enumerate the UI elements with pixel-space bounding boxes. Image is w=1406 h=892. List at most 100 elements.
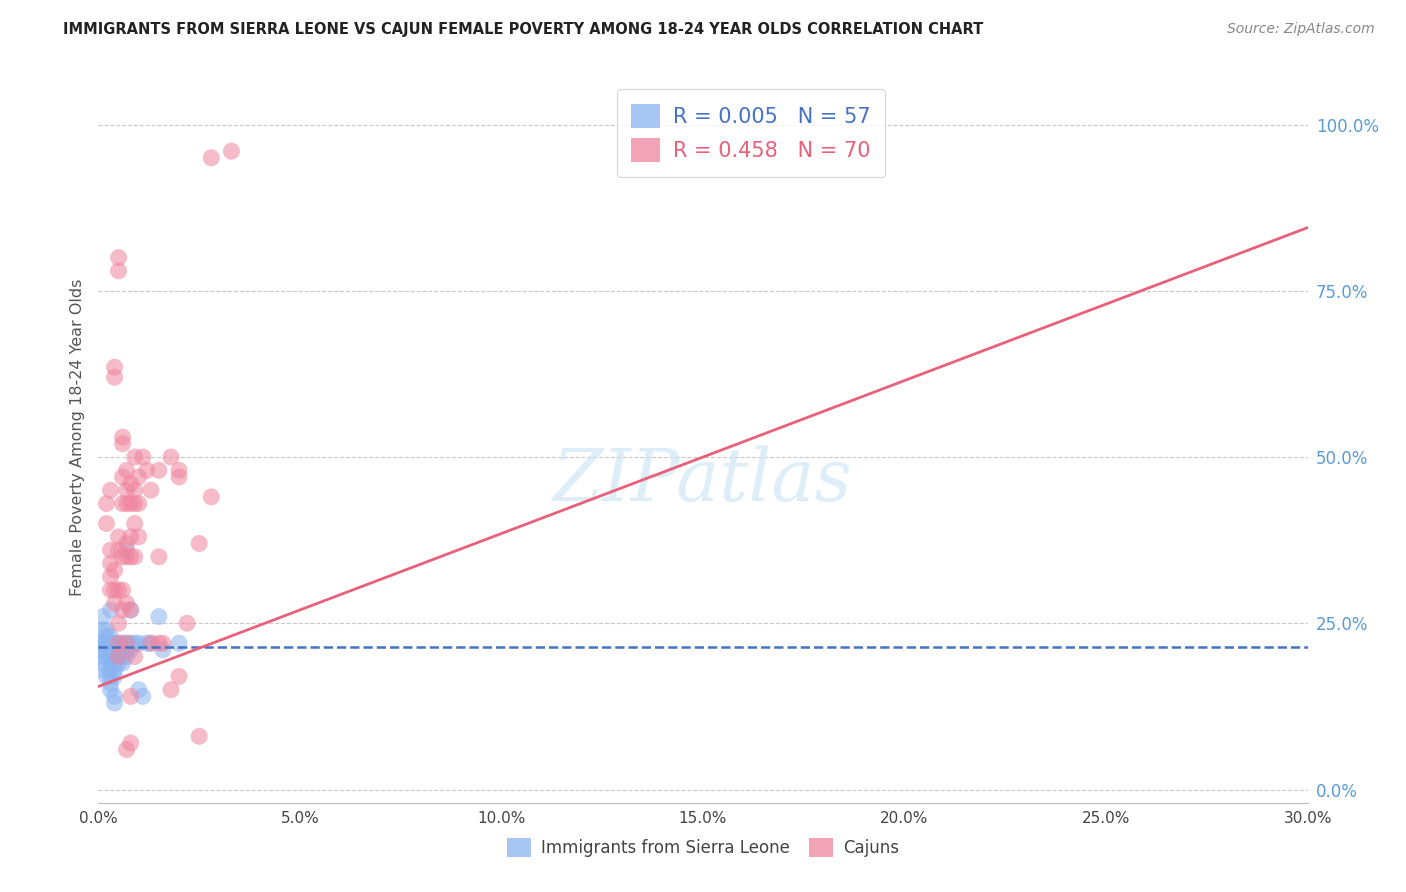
Text: ZIPatlas: ZIPatlas bbox=[553, 446, 853, 516]
Point bbox=[115, 636, 138, 650]
Point bbox=[111, 640, 134, 654]
Point bbox=[103, 636, 125, 650]
Point bbox=[107, 251, 129, 265]
Point bbox=[120, 690, 142, 704]
Point bbox=[107, 656, 129, 670]
Point bbox=[103, 663, 125, 677]
Point bbox=[96, 623, 118, 637]
Point bbox=[124, 483, 146, 498]
Point bbox=[167, 470, 190, 484]
Point bbox=[91, 656, 114, 670]
Point bbox=[103, 370, 125, 384]
Point bbox=[100, 663, 122, 677]
Point bbox=[128, 530, 150, 544]
Point bbox=[87, 636, 110, 650]
Point bbox=[103, 582, 125, 597]
Point bbox=[148, 609, 170, 624]
Point bbox=[148, 549, 170, 564]
Point bbox=[111, 603, 134, 617]
Point bbox=[139, 636, 162, 650]
Point bbox=[120, 497, 142, 511]
Point bbox=[100, 682, 122, 697]
Point bbox=[120, 636, 142, 650]
Point bbox=[115, 636, 138, 650]
Point bbox=[100, 483, 122, 498]
Point bbox=[120, 603, 142, 617]
Point bbox=[96, 516, 118, 531]
Point bbox=[221, 144, 243, 158]
Point bbox=[135, 636, 157, 650]
Point bbox=[124, 450, 146, 464]
Point bbox=[103, 669, 125, 683]
Point bbox=[120, 736, 142, 750]
Point bbox=[128, 497, 150, 511]
Point bbox=[167, 636, 190, 650]
Point bbox=[124, 649, 146, 664]
Legend: Immigrants from Sierra Leone, Cajuns: Immigrants from Sierra Leone, Cajuns bbox=[501, 831, 905, 864]
Point bbox=[200, 490, 222, 504]
Point bbox=[107, 543, 129, 558]
Point bbox=[148, 463, 170, 477]
Point bbox=[148, 636, 170, 650]
Point bbox=[128, 470, 150, 484]
Point bbox=[167, 463, 190, 477]
Point bbox=[115, 549, 138, 564]
Point bbox=[111, 643, 134, 657]
Point bbox=[124, 497, 146, 511]
Point bbox=[111, 656, 134, 670]
Point bbox=[96, 630, 118, 644]
Point bbox=[115, 596, 138, 610]
Point bbox=[103, 360, 125, 375]
Point bbox=[91, 609, 114, 624]
Point bbox=[100, 570, 122, 584]
Point bbox=[103, 656, 125, 670]
Point bbox=[91, 623, 114, 637]
Point bbox=[96, 497, 118, 511]
Point bbox=[100, 669, 122, 683]
Point bbox=[115, 742, 138, 756]
Point bbox=[111, 470, 134, 484]
Point bbox=[132, 690, 155, 704]
Point bbox=[107, 649, 129, 664]
Point bbox=[103, 563, 125, 577]
Point bbox=[107, 636, 129, 650]
Point bbox=[107, 530, 129, 544]
Point bbox=[152, 643, 174, 657]
Point bbox=[107, 640, 129, 654]
Point bbox=[100, 603, 122, 617]
Point bbox=[91, 643, 114, 657]
Point bbox=[96, 643, 118, 657]
Point bbox=[107, 643, 129, 657]
Point bbox=[111, 649, 134, 664]
Point bbox=[120, 530, 142, 544]
Point bbox=[107, 649, 129, 664]
Point bbox=[96, 649, 118, 664]
Point bbox=[100, 582, 122, 597]
Point bbox=[111, 636, 134, 650]
Text: IMMIGRANTS FROM SIERRA LEONE VS CAJUN FEMALE POVERTY AMONG 18-24 YEAR OLDS CORRE: IMMIGRANTS FROM SIERRA LEONE VS CAJUN FE… bbox=[63, 22, 984, 37]
Point bbox=[188, 729, 211, 743]
Point bbox=[111, 430, 134, 444]
Point bbox=[111, 582, 134, 597]
Point bbox=[103, 596, 125, 610]
Point bbox=[120, 476, 142, 491]
Point bbox=[96, 669, 118, 683]
Point bbox=[128, 636, 150, 650]
Point bbox=[100, 649, 122, 664]
Point bbox=[128, 682, 150, 697]
Point bbox=[176, 616, 198, 631]
Point bbox=[124, 516, 146, 531]
Point bbox=[160, 450, 183, 464]
Point bbox=[100, 543, 122, 558]
Point bbox=[115, 536, 138, 550]
Point bbox=[139, 636, 162, 650]
Point bbox=[107, 616, 129, 631]
Point bbox=[167, 669, 190, 683]
Point bbox=[115, 543, 138, 558]
Point bbox=[107, 264, 129, 278]
Point bbox=[115, 463, 138, 477]
Point bbox=[200, 151, 222, 165]
Point bbox=[111, 549, 134, 564]
Point bbox=[103, 690, 125, 704]
Point bbox=[91, 663, 114, 677]
